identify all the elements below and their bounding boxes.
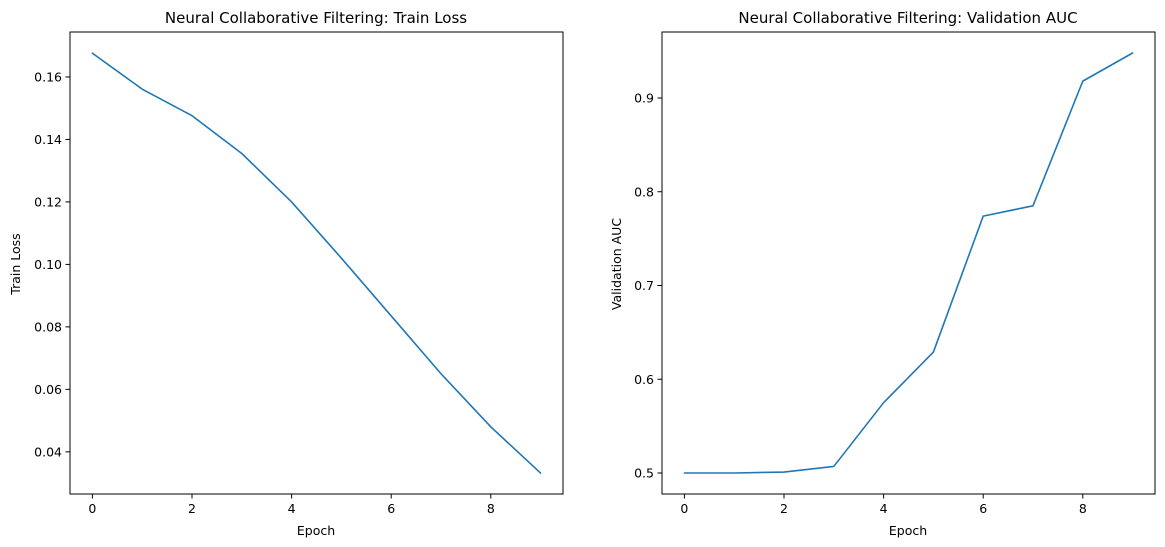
y-tick-label: 0.10	[34, 257, 62, 272]
y-tick-label: 0.8	[634, 184, 654, 199]
x-axis-label: Epoch	[889, 523, 927, 538]
series-line	[91, 52, 542, 474]
x-tick-label: 8	[487, 501, 495, 516]
x-tick-label: 0	[88, 501, 96, 516]
x-tick-label: 8	[1079, 501, 1087, 516]
y-tick-label: 0.5	[634, 466, 654, 481]
x-tick-label: 6	[387, 501, 395, 516]
plot-frame	[661, 31, 1156, 495]
y-tick-label: 0.04	[34, 444, 62, 459]
validation-auc-chart: Neural Collaborative Filtering: Validati…	[609, 9, 1156, 538]
y-tick-label: 0.12	[34, 194, 62, 209]
y-tick-label: 0.06	[34, 382, 62, 397]
y-tick-label: 0.14	[34, 132, 62, 147]
y-tick-label: 0.7	[634, 278, 654, 293]
plot-frame	[69, 31, 564, 495]
x-tick-label: 2	[780, 501, 788, 516]
x-axis-label: Epoch	[297, 523, 335, 538]
y-axis-label: Train Loss	[8, 233, 23, 295]
y-tick-label: 0.16	[34, 69, 62, 84]
chart-title: Neural Collaborative Filtering: Train Lo…	[165, 9, 467, 27]
chart-title: Neural Collaborative Filtering: Validati…	[738, 9, 1077, 27]
x-tick-label: 4	[288, 501, 296, 516]
chart-marks: 0 2 4 6 8 0.5 0.6 0.7 0.8 0.9	[634, 52, 1134, 516]
series-line	[683, 52, 1134, 474]
y-tick-label: 0.6	[634, 372, 654, 387]
x-tick-label: 4	[880, 501, 888, 516]
y-tick-label: 0.9	[634, 91, 654, 106]
chart-marks: 0 2 4 6 8 0.04 0.06 0.08 0.10 0.12 0.14 0.16	[34, 52, 542, 516]
y-axis-label: Validation AUC	[609, 218, 624, 310]
x-tick-label: 2	[188, 501, 196, 516]
x-tick-label: 6	[979, 501, 987, 516]
train-loss-chart: Neural Collaborative Filtering: Train Lo…	[8, 9, 564, 538]
y-tick-label: 0.08	[34, 319, 62, 334]
x-tick-label: 0	[680, 501, 688, 516]
